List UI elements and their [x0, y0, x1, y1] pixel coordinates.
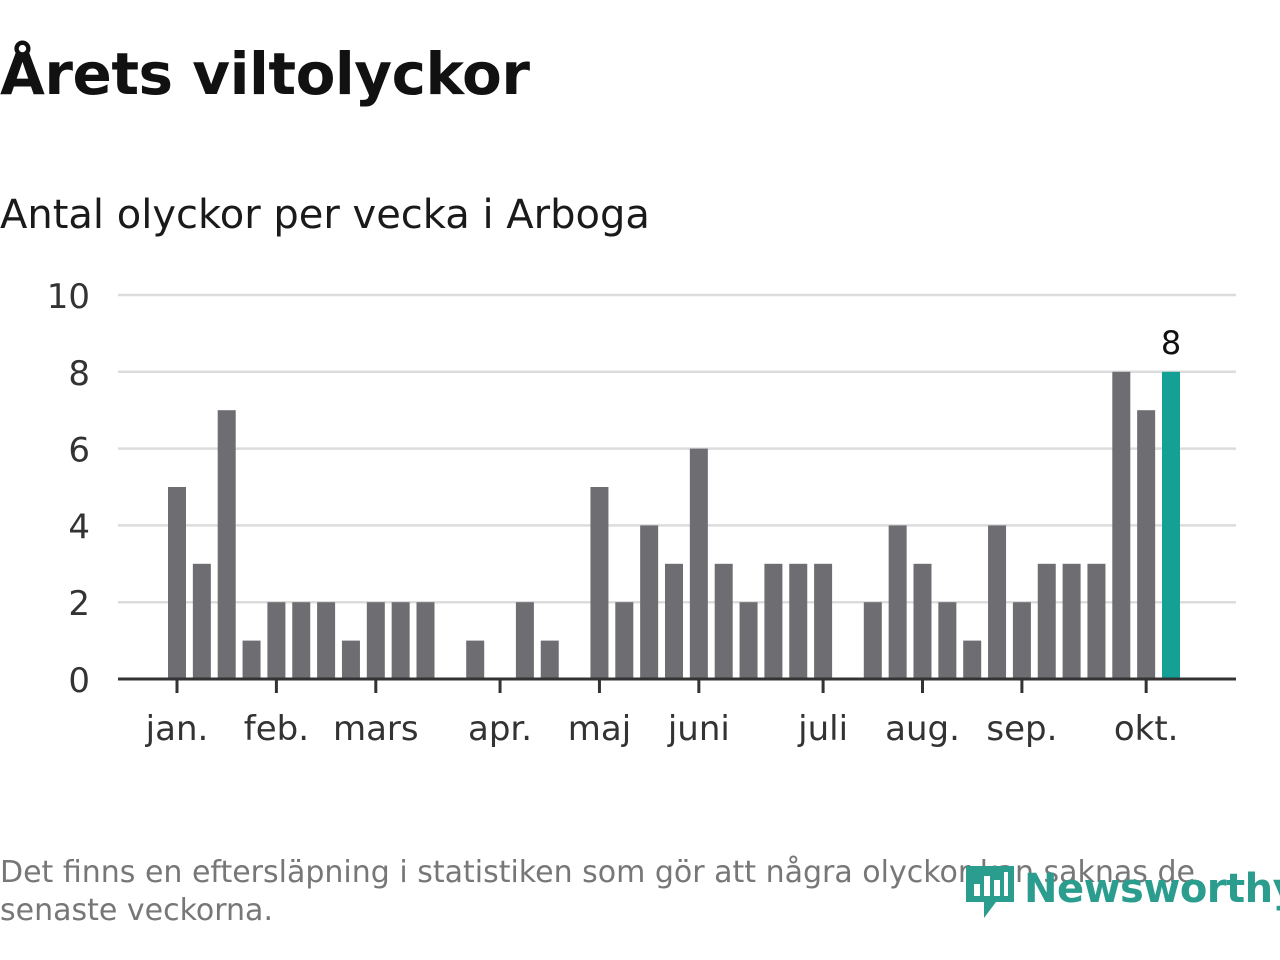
y-tick-label: 2: [68, 584, 90, 624]
bar: [938, 602, 957, 679]
bar: [1062, 563, 1081, 679]
x-tick-label: juni: [667, 709, 730, 749]
x-tick-label: maj: [568, 709, 631, 749]
bar: [466, 640, 485, 679]
bar: [1037, 563, 1056, 679]
bar: [515, 602, 534, 679]
bar: [267, 602, 286, 679]
bar: [764, 563, 783, 679]
x-axis: jan. feb. mars apr. maj juni juli aug. sep. okt.: [118, 677, 1236, 749]
bar: [391, 602, 410, 679]
bar: [366, 602, 385, 679]
bar: [1087, 563, 1106, 679]
bar: [242, 640, 261, 679]
bar: [963, 640, 982, 679]
bar: [1012, 602, 1031, 679]
newsworthy-logo: Newsworthy: [964, 858, 1280, 920]
y-tick-label: 0: [68, 661, 90, 701]
bar: [913, 563, 932, 679]
x-tick-label: feb.: [244, 709, 309, 749]
bars: [168, 371, 1180, 679]
x-tick-label: aug.: [885, 709, 960, 749]
bar: [317, 602, 336, 679]
bar: [714, 563, 733, 679]
bar: [416, 602, 435, 679]
y-tick-label: 8: [68, 354, 90, 394]
bar: [615, 602, 634, 679]
bar-highlighted: [1162, 371, 1180, 679]
chart-subtitle: Antal olyckor per vecka i Arboga: [0, 192, 650, 238]
bar: [590, 487, 609, 679]
gridlines: [118, 293, 1236, 604]
newsworthy-logo-text: Newsworthy: [1024, 866, 1280, 912]
bar: [168, 487, 186, 679]
bar: [863, 602, 882, 679]
bar: [292, 602, 311, 679]
bar: [1137, 410, 1156, 679]
bar: [689, 448, 708, 679]
bar: [341, 640, 360, 679]
y-axis-ticks: 0 2 4 6 8 10: [47, 277, 90, 701]
x-tick-label: mars: [333, 709, 419, 749]
bar: [217, 410, 236, 679]
bar: [640, 525, 659, 679]
bar: [789, 563, 808, 679]
bar: [888, 525, 907, 679]
bar: [192, 563, 211, 679]
x-tick-label: okt.: [1114, 709, 1179, 749]
chart-title: Årets viltolyckor: [0, 40, 530, 108]
bar: [540, 640, 559, 679]
bar-chart: 0 2 4 6 8 10 jan. feb. mars apr. maj juni juli aug. s…: [47, 277, 1236, 749]
y-tick-label: 6: [68, 431, 90, 471]
highlight-value-label: 8: [1161, 324, 1181, 362]
x-tick-label: sep.: [986, 709, 1057, 749]
y-tick-label: 10: [47, 277, 90, 317]
bar: [988, 525, 1007, 679]
bar: [814, 563, 833, 679]
bar: [739, 602, 758, 679]
data-labels: 8: [1161, 324, 1181, 362]
bar: [665, 563, 683, 679]
x-tick-label: jan.: [145, 709, 209, 749]
y-tick-label: 4: [68, 507, 90, 547]
x-tick-label: apr.: [468, 709, 532, 749]
bar: [1112, 371, 1131, 679]
newsworthy-logo-icon: [966, 866, 1014, 918]
x-tick-label: juli: [797, 709, 848, 749]
